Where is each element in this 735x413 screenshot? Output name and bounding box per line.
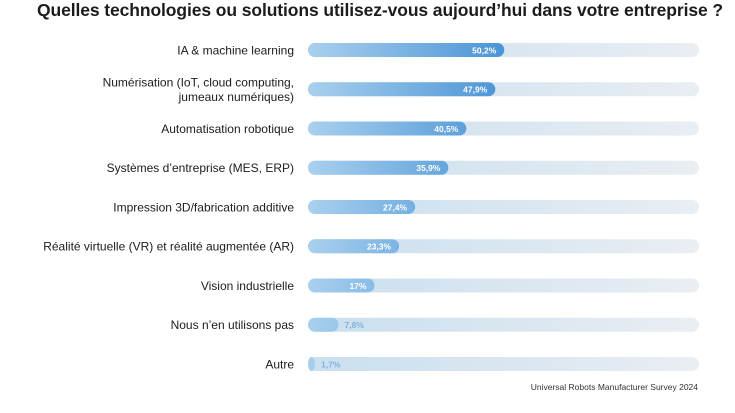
bar-row: Impression 3D/fabrication additive 27,4% <box>113 200 699 214</box>
bar-row: Réalité virtuelle (VR) et réalité augmen… <box>43 239 699 254</box>
bar-row: Numérisation (IoT, cloud computing, jumea… <box>103 75 699 104</box>
bar-row: Nous n’en utilisons pas 7,8% <box>171 317 699 332</box>
bar <box>308 160 449 175</box>
bar <box>308 357 315 371</box>
category-label: Autre <box>265 357 294 371</box>
bar-row: Vision industrielle 17% <box>201 278 699 293</box>
bar-track <box>308 317 699 332</box>
bar-rows: IA & machine learning 50,2% Numérisation (… <box>43 43 699 371</box>
category-label: Numérisation (IoT, cloud computing, jumea… <box>103 75 294 104</box>
category-label: Impression 3D/fabrication additive <box>113 200 294 214</box>
value-label: 17% <box>349 281 366 291</box>
value-label: 40,5% <box>434 124 459 134</box>
bar-track <box>308 239 699 254</box>
bar-row: IA & machine learning 50,2% <box>177 43 699 57</box>
bar <box>308 317 339 332</box>
bar-row: Automatisation robotique 40,5% <box>161 121 699 136</box>
source-note: Universal Robots Manufacturer Survey 202… <box>530 382 698 392</box>
bar-track <box>308 278 699 293</box>
category-label: Automatisation robotique <box>161 122 294 136</box>
bar <box>308 43 505 57</box>
value-label: 47,9% <box>463 85 488 95</box>
bar-track <box>308 357 699 371</box>
category-label: Nous n’en utilisons pas <box>171 318 294 332</box>
value-label: 1,7% <box>321 359 341 369</box>
value-label: 7,8% <box>344 320 364 330</box>
bar <box>308 239 400 254</box>
value-label: 23,3% <box>367 242 392 252</box>
chart-title: Quelles technologies ou solutions utilis… <box>37 0 723 20</box>
category-label: IA & machine learning <box>177 43 294 57</box>
bar-row: Autre 1,7% <box>265 357 699 371</box>
bar <box>308 82 496 97</box>
bar <box>308 121 467 136</box>
bar-row: Systèmes d’entreprise (MES, ERP) 35,9% <box>107 160 699 175</box>
category-label: Systèmes d’entreprise (MES, ERP) <box>107 161 294 175</box>
value-label: 35,9% <box>416 163 441 173</box>
value-label: 27,4% <box>383 202 408 212</box>
category-label: Vision industrielle <box>201 279 294 293</box>
bar <box>308 278 375 293</box>
category-label: Réalité virtuelle (VR) et réalité augmen… <box>43 240 294 254</box>
bar <box>308 200 416 214</box>
value-label: 50,2% <box>472 45 497 55</box>
